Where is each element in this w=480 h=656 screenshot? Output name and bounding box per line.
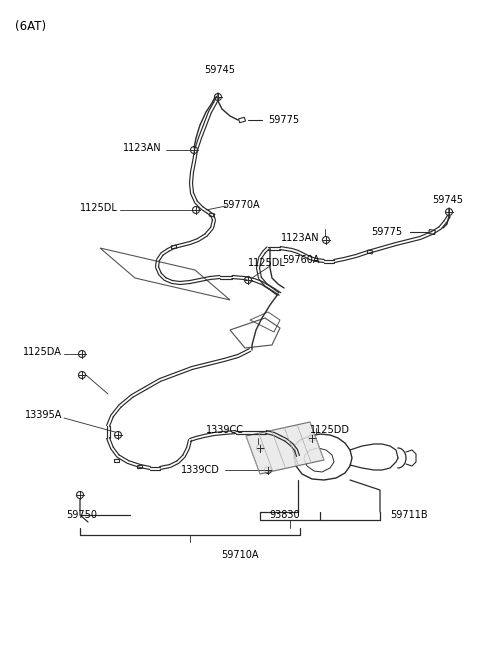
Text: 1125DL: 1125DL [80,203,118,213]
Polygon shape [246,422,324,474]
Text: 59745: 59745 [432,195,464,205]
Text: 59745: 59745 [204,65,236,75]
Text: 59750: 59750 [67,510,97,520]
Text: 59775: 59775 [371,227,402,237]
Text: 1125DD: 1125DD [310,425,350,435]
Text: 1123AN: 1123AN [281,233,320,243]
Text: 59711B: 59711B [390,510,428,520]
Text: 59770A: 59770A [222,200,260,210]
Text: 93830: 93830 [270,510,300,520]
Text: 59710A: 59710A [221,550,259,560]
Text: 1123AN: 1123AN [123,143,162,153]
Text: 59760A: 59760A [283,255,320,265]
Text: 1339CD: 1339CD [181,465,220,475]
Text: 1339CC: 1339CC [206,425,244,435]
Text: 13395A: 13395A [24,410,62,420]
Text: 59775: 59775 [268,115,299,125]
Text: 1125DA: 1125DA [23,347,62,357]
Text: (6AT): (6AT) [15,20,46,33]
Text: 1125DL: 1125DL [248,258,286,268]
